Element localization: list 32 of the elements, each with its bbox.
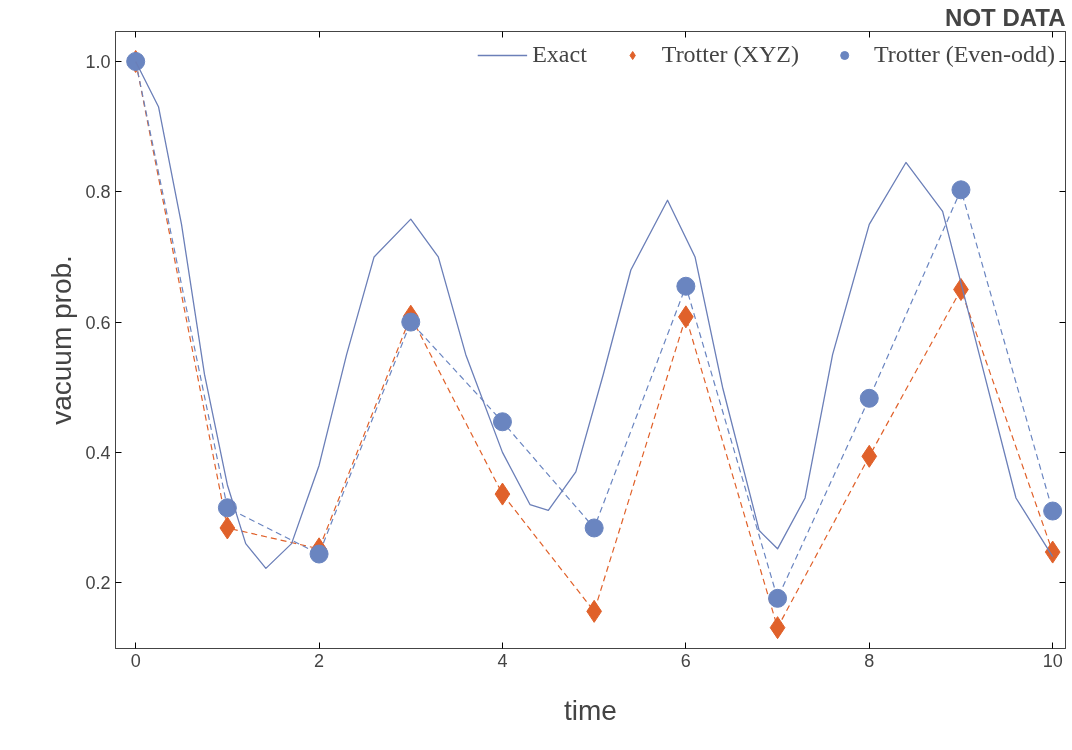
point (861, 444, 878, 468)
point (217, 498, 237, 518)
point (584, 518, 604, 538)
y-tick-label: 0.2 (85, 573, 111, 594)
y-tick-label: 0.8 (85, 182, 111, 203)
point (492, 412, 512, 432)
y-tick-label: 1.0 (85, 51, 111, 72)
legend-label: Trotter (Even-odd) (873, 41, 1055, 68)
x-axis-title: time (564, 694, 617, 726)
point (676, 276, 696, 296)
x-tick-label: 8 (864, 650, 875, 671)
x-tick-label: 6 (680, 650, 691, 671)
y-axis-title: vacuum prob. (46, 255, 78, 425)
point (951, 180, 971, 200)
point (219, 516, 236, 540)
legend-label: Trotter (XYZ) (661, 41, 799, 68)
x-tick-label: 10 (1042, 650, 1063, 671)
point (401, 312, 421, 332)
legend-label: Exact (532, 41, 587, 68)
point (769, 616, 786, 640)
point (309, 544, 329, 564)
y-tick-label: 0.4 (85, 442, 111, 463)
text: NOT DATA (945, 3, 1066, 31)
point (1044, 540, 1061, 564)
point (1043, 501, 1063, 521)
y-tick-label: 0.6 (85, 312, 111, 333)
point (494, 482, 511, 506)
x-tick-label: 4 (497, 650, 508, 671)
point (768, 588, 788, 608)
x-tick-label: 2 (314, 650, 325, 671)
point (859, 388, 879, 408)
x-tick-label: 0 (130, 650, 141, 671)
